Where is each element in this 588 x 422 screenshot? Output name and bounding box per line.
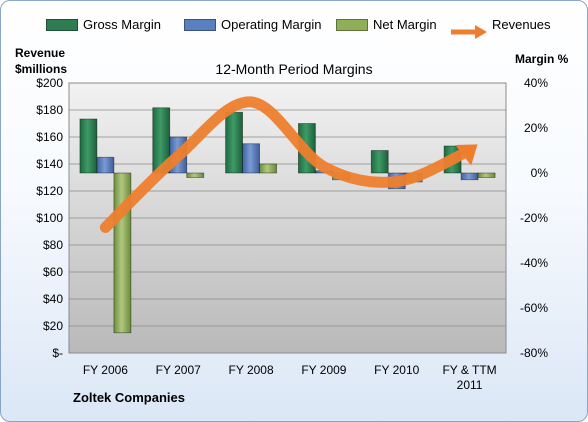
company-name: Zoltek Companies [73,390,185,405]
left-tick-label: $80 [43,238,63,252]
left-tick-label: $120 [36,184,63,198]
right-tick-label: -40% [520,256,548,270]
bar-gross-margin [79,118,98,174]
legend-label-operating-margin: Operating Margin [221,17,322,32]
x-tick-label: FY & TTM 2011 [442,363,496,392]
x-tick-label: FY 2006 [83,363,128,377]
bar-gross-margin [370,150,389,174]
bar-net-margin [186,172,205,178]
left-tick-label: $140 [36,157,63,171]
left-tick-label: $40 [43,292,63,306]
bar-operating-margin [460,172,479,181]
right-tick-label: -80% [520,346,548,360]
left-tick-label: $60 [43,265,63,279]
revenue-arrow-head [455,144,478,166]
left-tick-label: $180 [36,103,63,117]
right-axis-title: Margin % [515,52,569,66]
bar-gross-margin [225,111,243,174]
legend-arrow-icon [451,25,487,39]
left-axis-title: Revenue $millions [15,46,68,76]
x-tick-label: FY 2009 [301,363,346,377]
x-tick-label: FY 2008 [229,363,274,377]
x-tick-label: FY 2007 [156,363,201,377]
revenue-line [99,96,476,233]
legend-swatch-operating-margin [184,19,216,31]
left-tick-label: $- [52,346,63,360]
right-tick-label: 20% [524,121,548,135]
legend-swatch-net-margin [336,19,368,31]
right-tick-label: 40% [524,76,548,90]
bar-net-margin [259,163,277,174]
right-tick-label: -20% [520,211,548,225]
legend-label-revenues: Revenues [492,17,551,32]
x-tick-label: FY 2010 [374,363,419,377]
right-tick-label: 0% [531,166,549,180]
legend: Gross Margin Operating Margin Net Margin… [1,11,587,39]
chart-title: 12-Month Period Margins [215,61,373,77]
left-tick-label: $200 [36,76,63,90]
left-tick-label: $100 [36,211,63,225]
legend-swatch-gross-margin [46,19,78,31]
bar-operating-margin [242,143,260,174]
legend-label-gross-margin: Gross Margin [83,17,162,32]
bar-net-margin [477,172,496,178]
left-tick-label: $20 [43,319,63,333]
legend-label-net-margin: Net Margin [373,17,437,32]
left-tick-label: $160 [36,130,63,144]
bar-operating-margin [96,156,115,174]
right-tick-label: -60% [520,301,548,315]
